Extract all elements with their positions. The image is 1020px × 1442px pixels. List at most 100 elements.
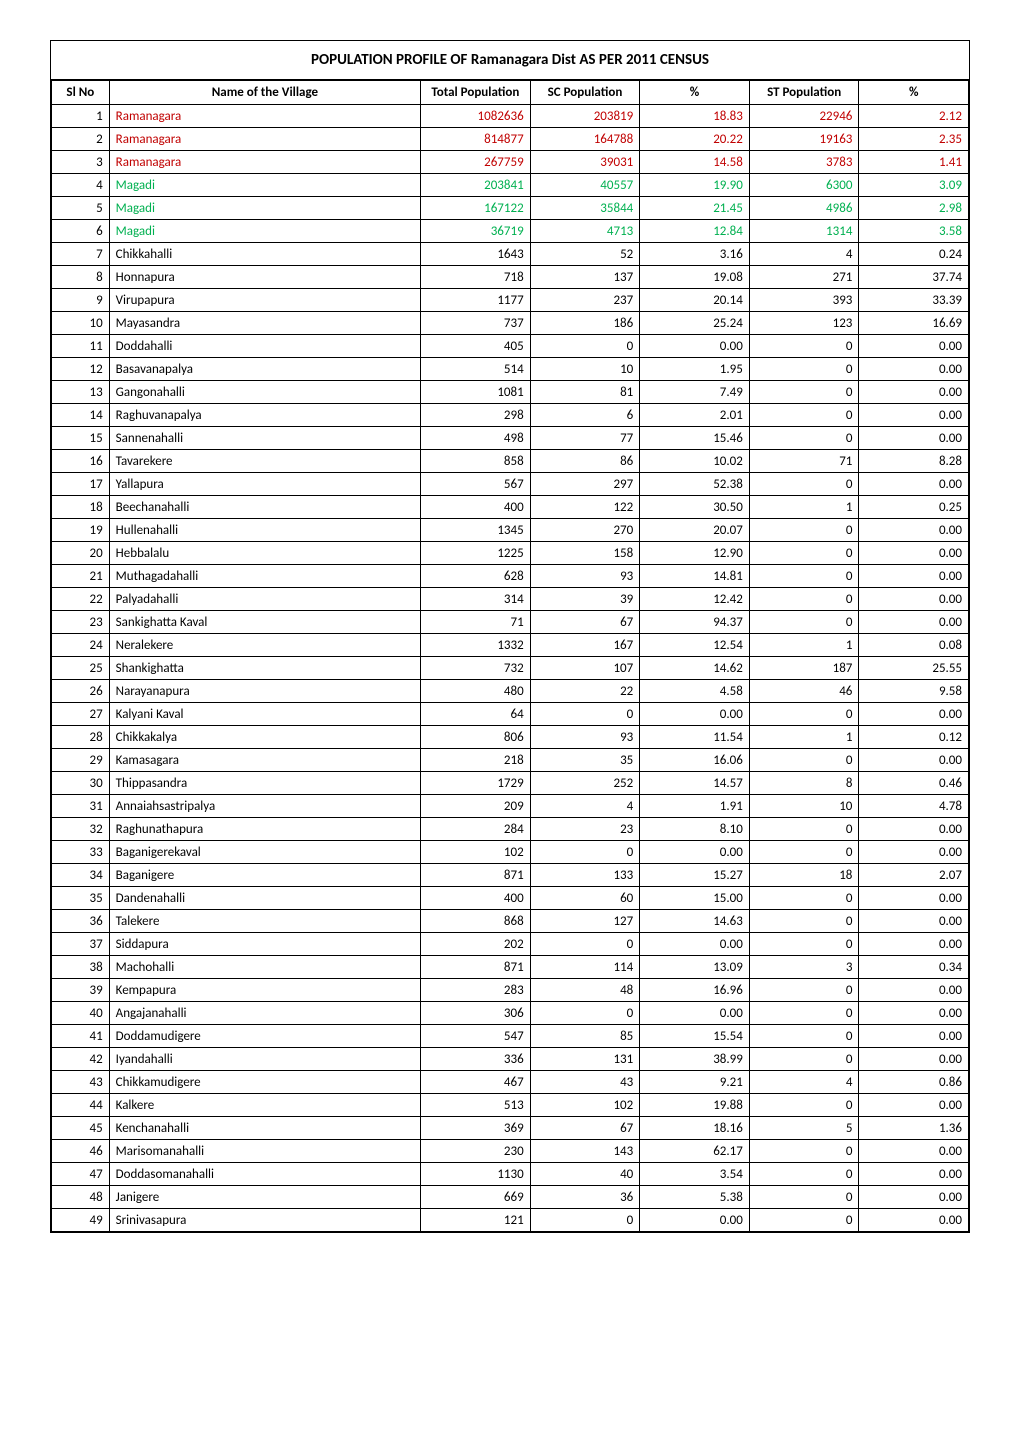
cell-st-pop: 5: [749, 1117, 859, 1140]
cell-total-pop: 1177: [421, 289, 531, 312]
table-body: 1Ramanagara108263620381918.83229462.122R…: [52, 105, 969, 1232]
cell-sl-no: 43: [52, 1071, 110, 1094]
cell-total-pop: 737: [421, 312, 531, 335]
table-row: 41Doddamudigere5478515.5400.00: [52, 1025, 969, 1048]
cell-total-pop: 498: [421, 427, 531, 450]
cell-st-pop: 3: [749, 956, 859, 979]
cell-sl-no: 30: [52, 772, 110, 795]
cell-village: Kamasagara: [109, 749, 420, 772]
cell-st-pop: 0: [749, 473, 859, 496]
cell-pct2: 0.00: [859, 1048, 969, 1071]
cell-sl-no: 44: [52, 1094, 110, 1117]
cell-total-pop: 871: [421, 864, 531, 887]
table-row: 5Magadi1671223584421.4549862.98: [52, 197, 969, 220]
cell-pct2: 0.00: [859, 358, 969, 381]
cell-pct2: 0.00: [859, 1163, 969, 1186]
table-row: 10Mayasandra73718625.2412316.69: [52, 312, 969, 335]
cell-pct2: 16.69: [859, 312, 969, 335]
cell-village: Kalyani Kaval: [109, 703, 420, 726]
census-table-container: POPULATION PROFILE OF Ramanagara Dist AS…: [50, 40, 970, 1233]
cell-total-pop: 467: [421, 1071, 531, 1094]
cell-sc-pop: 270: [530, 519, 640, 542]
cell-sc-pop: 122: [530, 496, 640, 519]
cell-village: Tavarekere: [109, 450, 420, 473]
cell-pct1: 12.84: [640, 220, 750, 243]
cell-sc-pop: 102: [530, 1094, 640, 1117]
cell-pct1: 18.83: [640, 105, 750, 128]
cell-sc-pop: 297: [530, 473, 640, 496]
cell-total-pop: 868: [421, 910, 531, 933]
cell-pct2: 9.58: [859, 680, 969, 703]
cell-sc-pop: 48: [530, 979, 640, 1002]
cell-sc-pop: 0: [530, 841, 640, 864]
cell-pct1: 38.99: [640, 1048, 750, 1071]
cell-st-pop: 0: [749, 611, 859, 634]
cell-sl-no: 16: [52, 450, 110, 473]
cell-sc-pop: 39031: [530, 151, 640, 174]
cell-pct2: 0.00: [859, 1186, 969, 1209]
cell-pct2: 0.00: [859, 933, 969, 956]
cell-sl-no: 42: [52, 1048, 110, 1071]
cell-pct2: 1.41: [859, 151, 969, 174]
cell-pct1: 62.17: [640, 1140, 750, 1163]
table-row: 42Iyandahalli33613138.9900.00: [52, 1048, 969, 1071]
cell-pct2: 0.00: [859, 979, 969, 1002]
cell-pct2: 3.58: [859, 220, 969, 243]
cell-st-pop: 0: [749, 427, 859, 450]
cell-sc-pop: 35: [530, 749, 640, 772]
cell-st-pop: 0: [749, 887, 859, 910]
cell-pct1: 14.81: [640, 565, 750, 588]
cell-pct2: 37.74: [859, 266, 969, 289]
cell-total-pop: 1332: [421, 634, 531, 657]
cell-pct2: 0.25: [859, 496, 969, 519]
cell-pct2: 0.00: [859, 381, 969, 404]
cell-pct2: 0.00: [859, 910, 969, 933]
cell-st-pop: 0: [749, 588, 859, 611]
cell-total-pop: 814877: [421, 128, 531, 151]
table-row: 9Virupapura117723720.1439333.39: [52, 289, 969, 312]
cell-village: Neralekere: [109, 634, 420, 657]
cell-village: Baganigere: [109, 864, 420, 887]
cell-village: Virupapura: [109, 289, 420, 312]
cell-sl-no: 35: [52, 887, 110, 910]
table-header: Sl No Name of the Village Total Populati…: [52, 81, 969, 105]
cell-village: Thippasandra: [109, 772, 420, 795]
cell-sl-no: 15: [52, 427, 110, 450]
cell-pct1: 1.95: [640, 358, 750, 381]
header-st-pop: ST Population: [749, 81, 859, 105]
cell-pct1: 30.50: [640, 496, 750, 519]
cell-st-pop: 1: [749, 496, 859, 519]
table-row: 16Tavarekere8588610.02718.28: [52, 450, 969, 473]
cell-pct2: 0.00: [859, 1140, 969, 1163]
cell-sc-pop: 0: [530, 703, 640, 726]
table-row: 36Talekere86812714.6300.00: [52, 910, 969, 933]
cell-st-pop: 19163: [749, 128, 859, 151]
cell-pct1: 0.00: [640, 1002, 750, 1025]
cell-st-pop: 22946: [749, 105, 859, 128]
cell-pct2: 0.00: [859, 588, 969, 611]
cell-st-pop: 393: [749, 289, 859, 312]
cell-pct2: 0.86: [859, 1071, 969, 1094]
cell-total-pop: 513: [421, 1094, 531, 1117]
cell-total-pop: 267759: [421, 151, 531, 174]
table-row: 35Dandenahalli4006015.0000.00: [52, 887, 969, 910]
cell-village: Doddamudigere: [109, 1025, 420, 1048]
cell-sc-pop: 43: [530, 1071, 640, 1094]
cell-sl-no: 49: [52, 1209, 110, 1232]
cell-pct1: 1.91: [640, 795, 750, 818]
cell-st-pop: 18: [749, 864, 859, 887]
cell-pct1: 12.54: [640, 634, 750, 657]
cell-total-pop: 218: [421, 749, 531, 772]
cell-st-pop: 0: [749, 1186, 859, 1209]
header-village: Name of the Village: [109, 81, 420, 105]
cell-pct2: 2.12: [859, 105, 969, 128]
cell-total-pop: 514: [421, 358, 531, 381]
table-row: 25Shankighatta73210714.6218725.55: [52, 657, 969, 680]
header-pct1: %: [640, 81, 750, 105]
cell-village: Palyadahalli: [109, 588, 420, 611]
table-row: 31Annaiahsastripalya20941.91104.78: [52, 795, 969, 818]
cell-st-pop: 0: [749, 1002, 859, 1025]
table-row: 14Raghuvanapalya29862.0100.00: [52, 404, 969, 427]
cell-total-pop: 298: [421, 404, 531, 427]
cell-sc-pop: 85: [530, 1025, 640, 1048]
